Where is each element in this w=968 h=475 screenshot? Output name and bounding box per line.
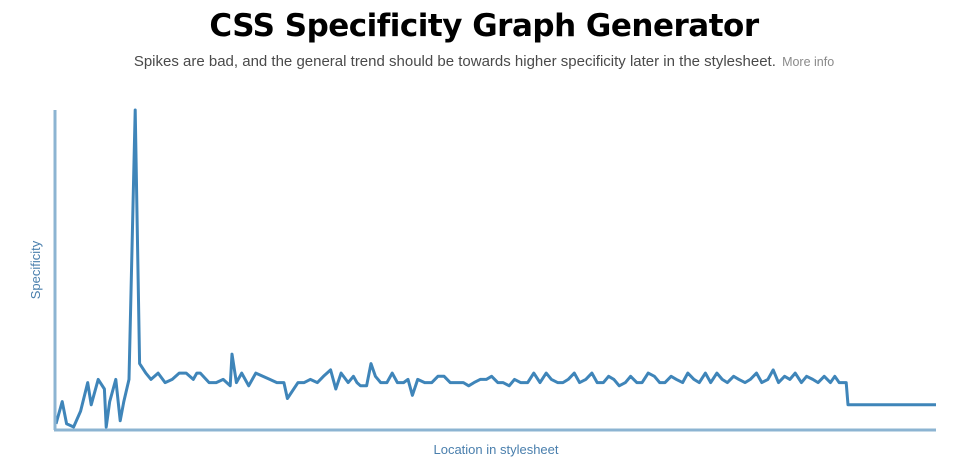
subtitle-text: Spikes are bad, and the general trend sh…: [133, 53, 776, 70]
page-subtitle: Spikes are bad, and the general trend sh…: [0, 53, 968, 70]
plot-area: [54, 108, 936, 429]
page-title: CSS Specificity Graph Generator: [209, 8, 759, 44]
y-axis-label: Specificity: [28, 240, 43, 299]
series-line-specificity: [54, 108, 936, 429]
more-info-link[interactable]: More info: [782, 55, 835, 69]
x-axis-label: Location in stylesheet: [433, 442, 558, 457]
